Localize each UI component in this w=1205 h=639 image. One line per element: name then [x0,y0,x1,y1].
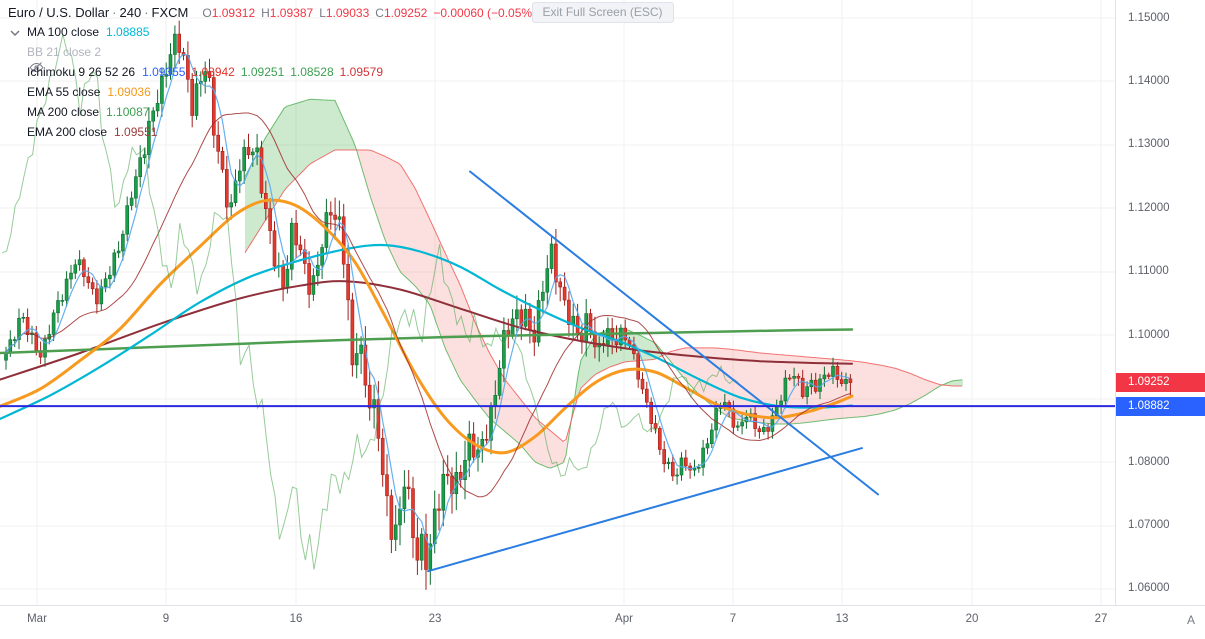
ichimoku-cloud [244,98,963,469]
chart-canvas[interactable] [0,0,1115,605]
price-axis-label: 1.11000 [1128,265,1169,277]
time-axis-label: 7 [729,613,737,625]
price-axis-label: 1.10000 [1128,329,1170,341]
ema-200-line [0,280,853,381]
time-axis-label: 13 [835,613,849,625]
price-axis[interactable]: 1.15000 1.14000 1.13000 1.12000 1.11000 1.100… [1115,0,1205,605]
axis-corner-label[interactable]: A [1187,613,1196,627]
price-axis-label: 1.06000 [1128,582,1170,594]
price-axis-label: 1.12000 [1128,202,1170,214]
price-axis-label: 1.15000 [1128,12,1170,24]
ema-55-line [0,198,854,455]
exit-fullscreen-toast: Exit Full Screen (ESC) [531,2,674,23]
candles-layer [4,20,853,590]
chart-svg[interactable] [0,0,1115,605]
ma-100-line [0,243,854,420]
price-axis-label: 1.07000 [1128,519,1170,531]
tenkan-line [5,53,851,551]
ma-200-line [0,328,854,355]
current-price-label: 1.09252 [1116,373,1205,392]
price-axis-label: 1.13000 [1128,138,1170,150]
time-axis[interactable]: A Mar 9 16 23 Apr 7 13 20 27 [0,605,1205,639]
price-axis-label: 1.08000 [1128,456,1170,468]
time-axis-label: Mar [27,613,47,625]
level-price-label: 1.08882 [1116,397,1205,416]
grid-lines [0,0,1115,605]
chikou-line [2,33,739,570]
time-axis-label: 20 [965,613,979,625]
time-axis-label: 16 [289,613,303,625]
kijun-line [5,112,851,498]
trend-line-2[interactable] [427,447,863,573]
drawings-layer[interactable] [0,170,1115,573]
time-axis-label: Apr [615,613,633,625]
trend-line-1[interactable] [469,170,879,496]
senkou-b-line [244,149,962,443]
time-axis-label: 27 [1094,613,1108,625]
price-axis-label: 1.14000 [1128,75,1170,87]
time-axis-label: 9 [162,613,170,625]
time-axis-label: 23 [428,613,442,625]
